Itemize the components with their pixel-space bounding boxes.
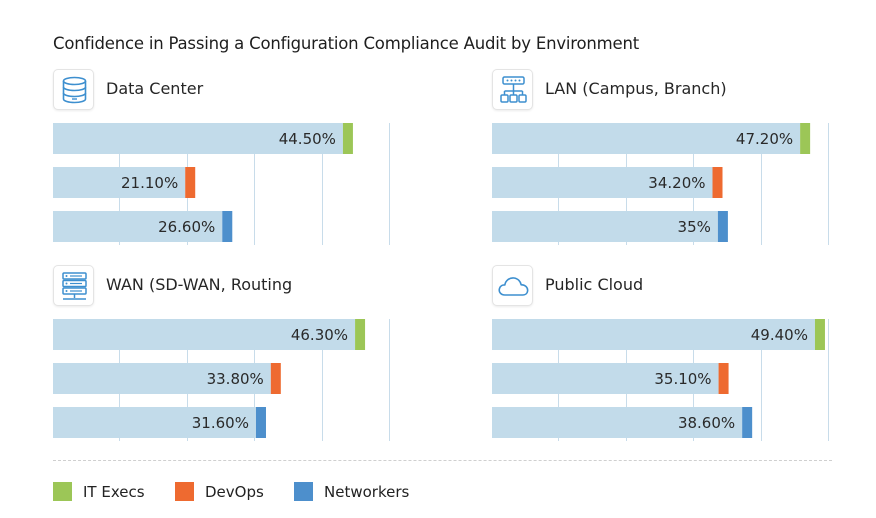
plot-area: 47.20% 34.20% 35% (492, 123, 829, 245)
bar-networkers (492, 407, 743, 438)
bar-cap-devops (185, 167, 196, 198)
panel-public-cloud: Public Cloud 49.40% 35.10% 38.60% (492, 265, 832, 450)
data-label: 34.20% (648, 174, 705, 192)
panel-title: Data Center (106, 79, 204, 98)
bar-devops (492, 363, 719, 394)
legend-label: Networkers (324, 483, 410, 501)
bar-cap-devops (712, 167, 723, 198)
bar-networkers (53, 407, 256, 438)
bar-cap-it-execs (800, 123, 811, 154)
bar-devops (492, 167, 713, 198)
bar-it-execs (492, 319, 815, 350)
data-label: 35% (678, 218, 711, 236)
server-rack-icon (53, 265, 94, 306)
bar-it-execs (53, 319, 356, 350)
data-label: 26.60% (158, 218, 215, 236)
network-hierarchy-icon (492, 69, 533, 110)
data-label: 38.60% (678, 414, 735, 432)
data-label: 33.80% (207, 370, 264, 388)
legend-label: IT Execs (83, 483, 145, 501)
bar-cap-networkers (255, 407, 266, 438)
panel-data-center: Data Center 44.50% 21.10% 26.60% (53, 69, 393, 254)
bar-it-execs (492, 123, 801, 154)
bar-networkers (53, 211, 223, 242)
legend-divider (53, 460, 832, 461)
plot-area: 46.30% 33.80% 31.60% (53, 319, 390, 441)
bar-it-execs (53, 123, 343, 154)
bar-cap-it-execs (814, 319, 825, 350)
database-icon (53, 69, 94, 110)
legend-label: DevOps (205, 483, 264, 501)
bar-devops (53, 363, 271, 394)
plot-area: 49.40% 35.10% 38.60% (492, 319, 829, 441)
data-label: 44.50% (279, 130, 336, 148)
bar-cap-it-execs (355, 319, 366, 350)
bar-cap-networkers (717, 211, 728, 242)
bar-networkers (492, 211, 718, 242)
bar-cap-devops (718, 363, 729, 394)
bar-cap-networkers (742, 407, 753, 438)
data-label: 47.20% (736, 130, 793, 148)
data-label: 49.40% (751, 326, 808, 344)
panel-wan: WAN (SD-WAN, Routing 46.30% 33.80% 31.60% (53, 265, 393, 450)
panel-title: WAN (SD-WAN, Routing (106, 275, 293, 294)
panel-lan: LAN (Campus, Branch) 47.20% 34.20% 35% (492, 69, 832, 254)
panel-title: Public Cloud (545, 275, 644, 294)
bar-cap-networkers (222, 211, 233, 242)
cloud-icon (492, 265, 533, 306)
data-label: 31.60% (192, 414, 249, 432)
legend-swatch (294, 482, 313, 501)
plot-area: 44.50% 21.10% 26.60% (53, 123, 390, 245)
chart-title: Confidence in Passing a Configuration Co… (53, 34, 640, 53)
legend-swatch (53, 482, 72, 501)
data-label: 35.10% (654, 370, 711, 388)
bar-devops (53, 167, 186, 198)
bar-cap-devops (270, 363, 281, 394)
data-label: 46.30% (291, 326, 348, 344)
legend-swatch (175, 482, 194, 501)
bar-cap-it-execs (342, 123, 353, 154)
panel-title: LAN (Campus, Branch) (545, 79, 727, 98)
data-label: 21.10% (121, 174, 178, 192)
